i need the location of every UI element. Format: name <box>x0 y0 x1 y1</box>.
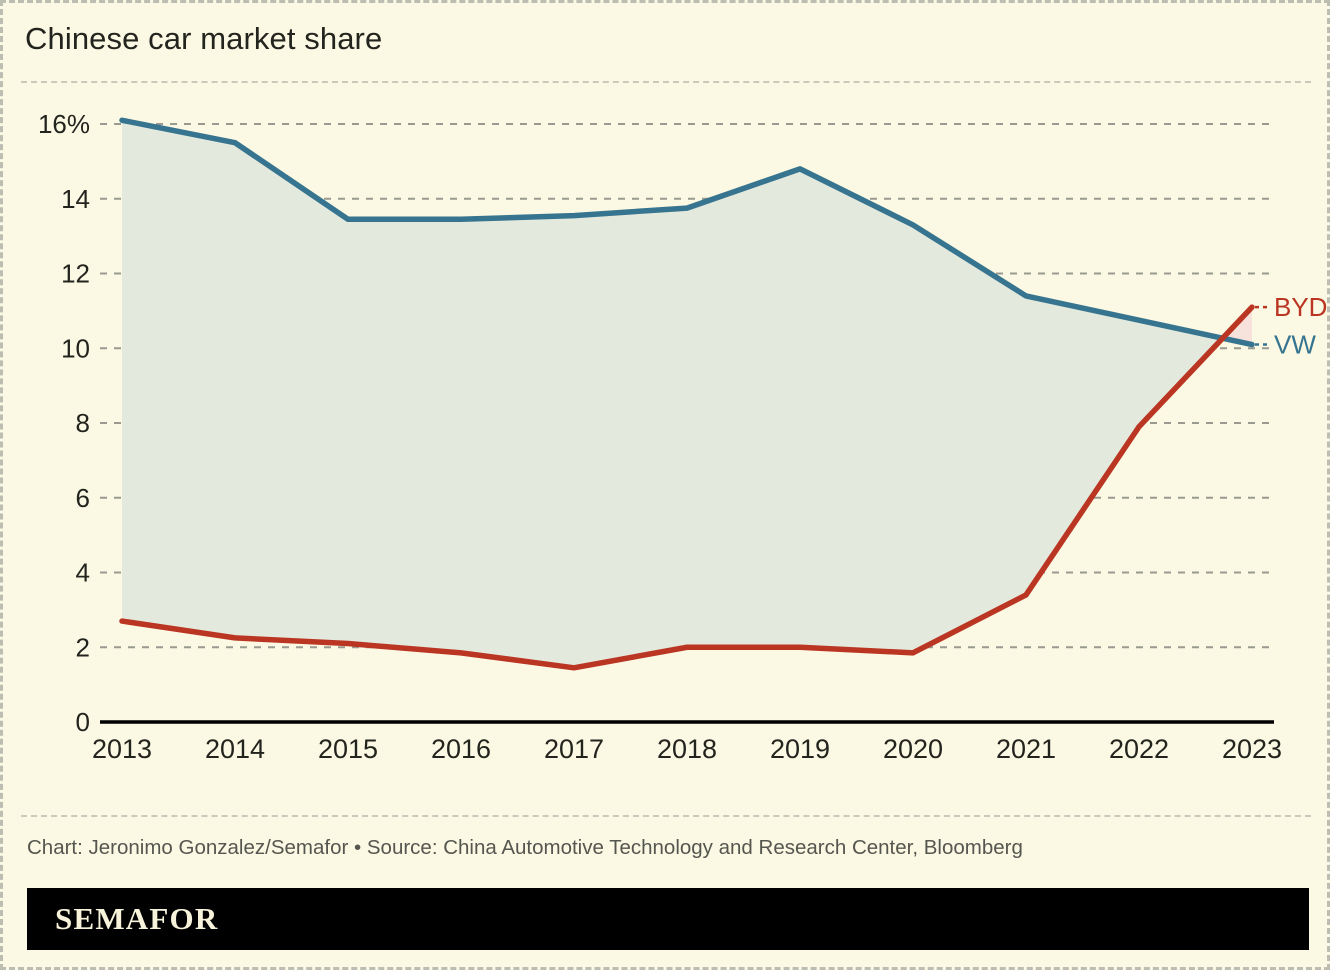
x-tick-label: 2014 <box>205 734 265 764</box>
series-lines <box>119 117 1255 671</box>
x-tick-label: 2018 <box>657 734 717 764</box>
y-tick-label: 16% <box>38 109 90 139</box>
x-tick-label: 2013 <box>92 734 152 764</box>
x-tick-label: 2017 <box>544 734 604 764</box>
y-tick-label: 0 <box>76 707 90 737</box>
y-tick-label: 14 <box>61 184 90 214</box>
legend-label-vw: VW <box>1274 330 1316 360</box>
y-tick-label: 4 <box>76 558 90 588</box>
between-series-area <box>122 120 1252 668</box>
y-tick-label: 2 <box>76 632 90 662</box>
y-axis-ticks: 0 2 4 6 8 10 12 14 16% <box>38 109 90 737</box>
series-line-byd <box>119 304 1255 671</box>
y-tick-label: 8 <box>76 408 90 438</box>
y-tick-label: 10 <box>61 333 90 363</box>
series-areas <box>122 120 1252 668</box>
semafor-brand-bar: SEMAFOR <box>27 888 1309 950</box>
x-axis-ticks: 2013 2014 2015 2016 2017 2018 2019 2020 2021 2022… <box>92 734 1282 764</box>
x-tick-label: 2022 <box>1109 734 1169 764</box>
footer-divider <box>21 815 1311 817</box>
legend-label-byd: BYD <box>1274 292 1327 322</box>
y-tick-label: 12 <box>61 259 90 289</box>
x-tick-label: 2020 <box>883 734 943 764</box>
x-tick-label: 2021 <box>996 734 1056 764</box>
chart-legend: BYD VW <box>1255 292 1327 360</box>
y-tick-label: 6 <box>76 483 90 513</box>
x-tick-label: 2019 <box>770 734 830 764</box>
page-title: Chinese car market share <box>25 21 383 56</box>
semafor-logo: SEMAFOR <box>55 901 219 936</box>
title-divider <box>21 81 1311 83</box>
series-line-vw <box>119 117 1255 348</box>
x-tick-label: 2015 <box>318 734 378 764</box>
chart-credit: Chart: Jeronimo Gonzalez/Semafor • Sourc… <box>27 836 1023 859</box>
x-tick-label: 2023 <box>1222 734 1282 764</box>
x-tick-label: 2016 <box>431 734 491 764</box>
